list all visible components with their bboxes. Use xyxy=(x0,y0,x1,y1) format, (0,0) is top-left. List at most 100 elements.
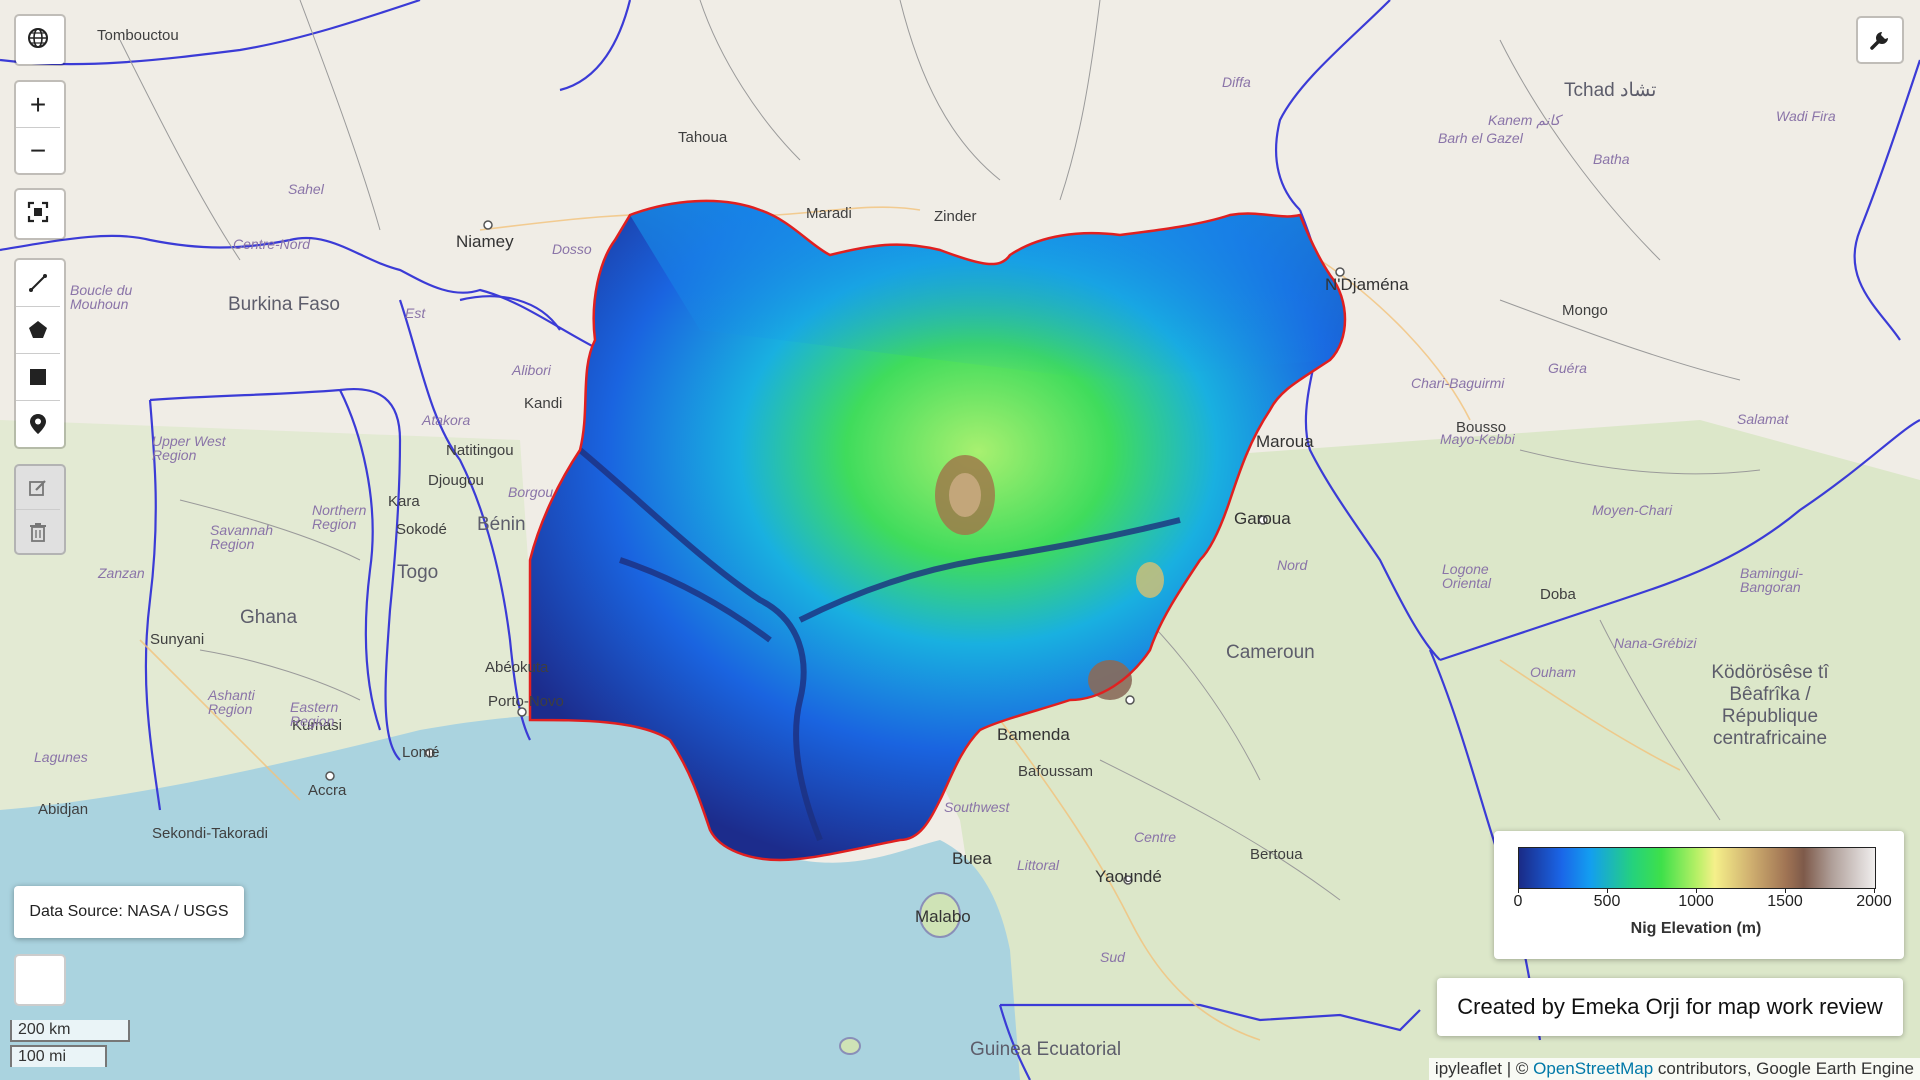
legend-title: Nig Elevation (m) xyxy=(1630,920,1762,937)
city-label: Natitingou xyxy=(446,442,514,459)
city-label: Bafoussam xyxy=(1018,763,1094,780)
attribution-separator: | © xyxy=(1502,1059,1534,1078)
city-label: Accra xyxy=(308,782,347,799)
legend-tick-mark xyxy=(1518,888,1519,893)
city-label: Abéokuta xyxy=(485,659,549,676)
zoom-control: + − xyxy=(14,80,66,175)
city-label: Bertoua xyxy=(1250,846,1303,863)
city-label: Yaoundé xyxy=(1095,867,1162,886)
region-label: Sahel xyxy=(288,181,324,197)
city-label: Abidjan xyxy=(38,801,89,818)
legend-tick-label: 2000 xyxy=(1856,893,1892,910)
city-label: Diffa xyxy=(1222,74,1251,90)
region-label: Wadi Fira xyxy=(1776,108,1836,124)
legend-tick-label: 500 xyxy=(1593,893,1621,910)
legend-tick-label: 1500 xyxy=(1767,893,1803,910)
draw-rectangle-icon[interactable] xyxy=(16,354,60,401)
city-label: Sokodé xyxy=(396,521,447,538)
colorbar xyxy=(1518,847,1876,889)
trash-icon[interactable] xyxy=(16,510,60,553)
country-label: Ködörösêse tî Bêafrîka / République cent… xyxy=(1711,662,1829,749)
city-label: Kumasi xyxy=(292,717,343,734)
city-label: Niamey xyxy=(456,232,514,251)
edit-toolbar xyxy=(14,464,66,555)
country-label: Cameroun xyxy=(1226,642,1315,663)
city-label: Bamenda xyxy=(997,725,1070,744)
region-label: Centre xyxy=(1134,829,1177,845)
region-label: Logone Oriental xyxy=(1442,561,1492,591)
city-label: Maradi xyxy=(806,205,852,222)
city-label: Kara xyxy=(388,493,420,510)
region-label: Guéra xyxy=(1548,360,1587,376)
region-label: Sud xyxy=(1100,949,1125,965)
country-label: Burkina Faso xyxy=(228,294,340,315)
data-source-label: Data Source: NASA / USGS xyxy=(14,886,244,938)
city-label: Bousso xyxy=(1456,419,1507,436)
country-label: Tchad تشاد xyxy=(1564,80,1657,101)
zoom-out-button[interactable]: − xyxy=(29,134,47,166)
draw-marker-icon[interactable] xyxy=(16,401,60,447)
country-label: Guinea Ecuatorial xyxy=(970,1039,1122,1060)
city-label: N'Djaména xyxy=(1325,275,1409,294)
country-label: Togo xyxy=(397,562,439,583)
region-label: Chari-Baguirmi xyxy=(1411,375,1505,391)
region-label: Bamingui-Bangoran xyxy=(1740,565,1804,595)
city-label: Tahoua xyxy=(678,129,728,146)
region-label: Northern Region xyxy=(312,502,367,532)
city-label: Doba xyxy=(1540,586,1576,603)
region-label: Est xyxy=(405,305,426,321)
region-label: Boucle du Mouhoun xyxy=(70,282,133,312)
scale-mi: 100 mi xyxy=(10,1045,107,1067)
map-attribution: ipyleaflet | © OpenStreetMap contributor… xyxy=(1428,1058,1920,1080)
city-label: Malabo xyxy=(915,907,971,926)
region-label: Salamat xyxy=(1737,411,1789,427)
city-label: Kanem كانم xyxy=(1488,112,1561,128)
empty-control[interactable] xyxy=(14,954,66,1006)
city-label: Zinder xyxy=(934,208,977,225)
draw-polygon-icon[interactable] xyxy=(16,307,60,354)
region-label: Littoral xyxy=(1017,857,1060,873)
toolbar-button[interactable] xyxy=(1856,16,1904,64)
layers-control-button[interactable] xyxy=(14,14,66,66)
zoom-in-button[interactable]: + xyxy=(16,82,60,128)
region-label: Mayo-Kebbi xyxy=(1440,431,1515,447)
attribution-text: contributors, Google Earth Engine xyxy=(1653,1059,1914,1078)
city-label: Sekondi-Takoradi xyxy=(152,825,268,842)
fullscreen-icon[interactable] xyxy=(16,190,60,234)
country-label: Ghana xyxy=(240,607,298,628)
region-label: Savannah Region xyxy=(210,522,274,552)
region-label: Ashanti Region xyxy=(208,687,255,717)
region-label: Zanzan xyxy=(98,565,145,581)
region-label: Centre-Nord xyxy=(233,236,311,252)
region-label: Barh el Gazel xyxy=(1438,130,1523,146)
ipyleaflet-link[interactable]: ipyleaflet xyxy=(1434,1059,1503,1078)
osm-link[interactable]: OpenStreetMap xyxy=(1533,1059,1654,1078)
city-label: Porto-Novo xyxy=(488,693,564,710)
draw-polyline-icon[interactable] xyxy=(16,260,60,307)
scale-km: 200 km xyxy=(10,1020,130,1042)
city-label: Djougou xyxy=(428,472,484,489)
legend-tick-mark xyxy=(1785,888,1786,893)
globe-icon[interactable] xyxy=(16,16,60,60)
city-label: Lomé xyxy=(402,744,440,761)
city-label: Kandi xyxy=(524,395,563,412)
wrench-icon[interactable] xyxy=(1858,18,1902,62)
elevation-legend: 0 500 1000 1500 2000 Nig Elevation (m) xyxy=(1494,831,1904,959)
credit-label: Created by Emeka Orji for map work revie… xyxy=(1437,978,1903,1036)
fullscreen-button[interactable] xyxy=(14,188,66,240)
region-label: Lagunes xyxy=(34,749,88,765)
region-label: Batha xyxy=(1593,151,1630,167)
country-label: Bénin xyxy=(477,514,526,535)
legend-tick-mark xyxy=(1696,888,1697,893)
region-label: Dosso xyxy=(552,241,592,257)
region-label: Ouham xyxy=(1530,664,1576,680)
region-label: Nana-Grébizi xyxy=(1614,635,1697,651)
region-label: Moyen-Chari xyxy=(1592,502,1673,518)
edit-layers-icon[interactable] xyxy=(16,466,60,510)
region-label: Atakora xyxy=(422,412,471,428)
city-label: Maroua xyxy=(1256,432,1314,451)
region-label: Upper West Region xyxy=(152,433,226,463)
city-label: Buea xyxy=(952,849,992,868)
city-label: Sunyani xyxy=(150,631,205,648)
legend-tick-label: 0 xyxy=(1513,893,1523,910)
